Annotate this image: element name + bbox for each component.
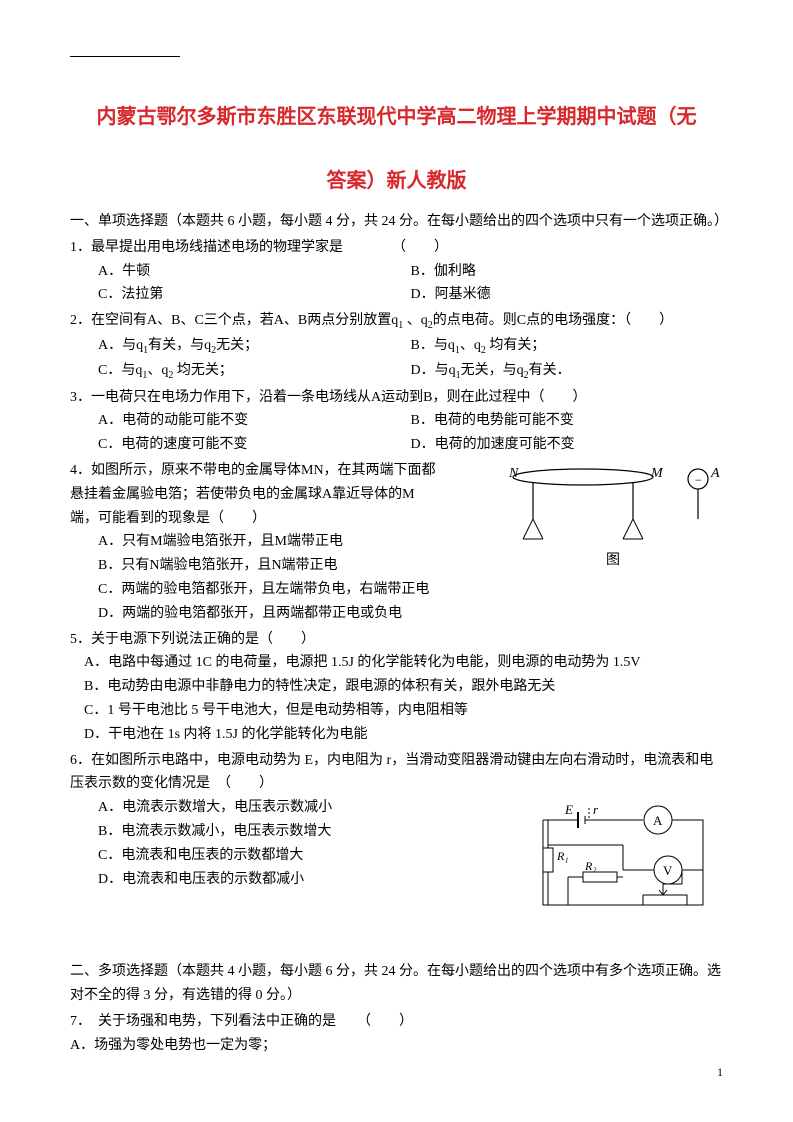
q1-opt-a: A．牛顿 <box>98 260 411 284</box>
q2-opt-c: C．与q1、q2 均无关； <box>98 359 411 384</box>
title-line-1: 内蒙古鄂尔多斯市东胜区东联现代中学高二物理上学期期中试题（无 <box>70 100 723 134</box>
q2-opt-a: A．与q1有关，与q2无关； <box>98 334 411 359</box>
q1-opt-b: B．伽利略 <box>411 260 724 284</box>
section-1-intro: 一、单项选择题（本题共 6 小题，每小题 4 分，共 24 分。在每小题给出的四… <box>70 210 723 234</box>
q5-opt-b: B．电动势由电源中非静电力的特性决定，跟电源的体积有关，跟外电路无关 <box>84 675 723 699</box>
header-rule <box>70 56 180 57</box>
q2-opt-d: D．与q1无关，与q2有关． <box>411 359 724 384</box>
q7-stem: 7． 关于场强和电势，下列看法中正确的是 （ ） <box>70 1010 723 1034</box>
question-1: 1．最早提出用电场线描述电场的物理学家是 （ ） A．牛顿 B．伽利略 C．法拉… <box>70 236 723 307</box>
q4-opt-c: C．两端的验电箔都张开，且左端带负电，右端带正电 <box>98 578 723 602</box>
q3-opt-c: C．电荷的速度可能不变 <box>98 433 411 457</box>
q6-stem: 6．在如图所示电路中，电源电动势为 E，内电阻为 r，当滑动变阻器滑动键由左向右… <box>70 749 723 797</box>
exam-page: 内蒙古鄂尔多斯市东胜区东联现代中学高二物理上学期期中试题（无 答案）新人教版 一… <box>0 0 793 1122</box>
section-2-intro: 二、多项选择题（本题共 4 小题，每小题 6 分，共 24 分。在每小题给出的四… <box>70 960 723 1008</box>
q2-opt-b: B．与q1、q2 均有关； <box>411 334 724 359</box>
q1-stem: 1．最早提出用电场线描述电场的物理学家是 （ ） <box>70 236 723 260</box>
question-5: 5．关于电源下列说法正确的是（ ） A．电路中每通过 1C 的电荷量，电源把 1… <box>70 628 723 747</box>
q3-opt-b: B．电荷的电势能可能不变 <box>411 409 724 433</box>
label-r: r <box>593 802 599 817</box>
title-line-2: 答案）新人教版 <box>70 164 723 198</box>
q6-figure: A R₁ V R₂ <box>523 800 723 920</box>
page-number: 1 <box>717 1062 723 1082</box>
q5-opt-a: A．电路中每通过 1C 的电荷量，电源把 1.5J 的化学能转化为电能，则电源的… <box>84 651 723 675</box>
q3-opt-d: D．电荷的加速度可能不变 <box>411 433 724 457</box>
q5-opt-c: C．1 号干电池比 5 号干电池大，但是电动势相等，内电阻相等 <box>84 699 723 723</box>
question-3: 3．一电荷只在电场力作用下，沿着一条电场线从A运动到B，则在此过程中（ ） A．… <box>70 386 723 457</box>
question-4: N M A − 图 4．如图所示，原来不带电的金属导体MN，在其两端下面都 悬挂… <box>70 459 723 626</box>
circuit-diagram-icon: A R₁ V R₂ <box>523 800 723 920</box>
q4-figure: N M A − 图 <box>503 459 723 573</box>
label-n: N <box>508 466 519 481</box>
question-2: 2．在空间有A、B、C三个点，若A、B两点分别放置q1 、q2的点电荷。则C点的… <box>70 309 723 383</box>
label-r1: R₁ <box>556 849 569 863</box>
q3-opt-a: A．电荷的动能可能不变 <box>98 409 411 433</box>
q7-opt-a: A．场强为零处电势也一定为零； <box>70 1034 723 1058</box>
label-a: A <box>710 466 720 481</box>
question-6: 6．在如图所示电路中，电源电动势为 E，内电阻为 r，当滑动变阻器滑动键由左向右… <box>70 749 723 921</box>
q4-caption: 图 <box>503 549 723 573</box>
q5-stem: 5．关于电源下列说法正确的是（ ） <box>70 628 723 652</box>
q2-stem: 2．在空间有A、B、C三个点，若A、B两点分别放置q1 、q2的点电荷。则C点的… <box>70 309 723 334</box>
label-r2: R₂ <box>584 859 597 873</box>
q1-opt-d: D．阿基米德 <box>411 283 724 307</box>
svg-text:−: − <box>695 473 702 487</box>
q5-opt-d: D．干电池在 1s 内将 1.5J 的化学能转化为电能 <box>84 723 723 747</box>
question-7: 7． 关于场强和电势，下列看法中正确的是 （ ） A．场强为零处电势也一定为零； <box>70 1010 723 1058</box>
label-ammeter: A <box>653 813 663 828</box>
label-e: E <box>564 802 573 817</box>
q4-opt-d: D．两端的验电箔都张开，且两端都带正电或负电 <box>98 602 723 626</box>
conductor-diagram-icon: N M A − <box>503 459 723 549</box>
q3-stem: 3．一电荷只在电场力作用下，沿着一条电场线从A运动到B，则在此过程中（ ） <box>70 386 723 410</box>
label-voltmeter: V <box>663 863 673 878</box>
q1-opt-c: C．法拉第 <box>98 283 411 307</box>
label-m: M <box>650 466 664 481</box>
